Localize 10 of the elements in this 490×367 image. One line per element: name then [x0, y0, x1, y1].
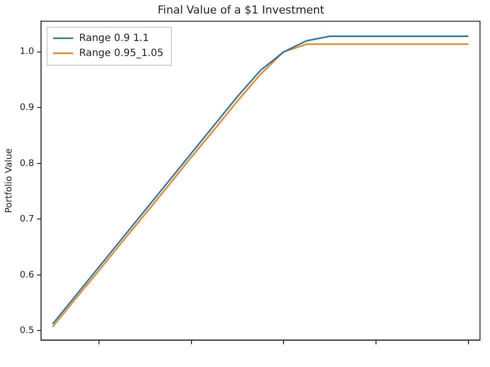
y-tick-label: 0.6 — [20, 270, 34, 280]
legend-label: Range 0.9 1.1 — [79, 32, 149, 44]
chart-title: Final Value of a $1 Investment — [158, 3, 326, 16]
y-tick-label: 0.5 — [20, 326, 34, 336]
y-axis-title: Portfolio Value — [4, 148, 15, 214]
y-tick-label: 0.9 — [20, 102, 34, 113]
y-tick-label: 1.0 — [20, 47, 34, 58]
legend-label: Range 0.95_1.05 — [79, 48, 164, 59]
y-tick-label: 0.8 — [20, 158, 34, 169]
y-tick-label: 0.7 — [20, 214, 34, 225]
